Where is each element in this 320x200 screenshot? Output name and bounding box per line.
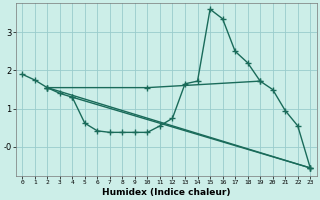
X-axis label: Humidex (Indice chaleur): Humidex (Indice chaleur) (102, 188, 230, 197)
